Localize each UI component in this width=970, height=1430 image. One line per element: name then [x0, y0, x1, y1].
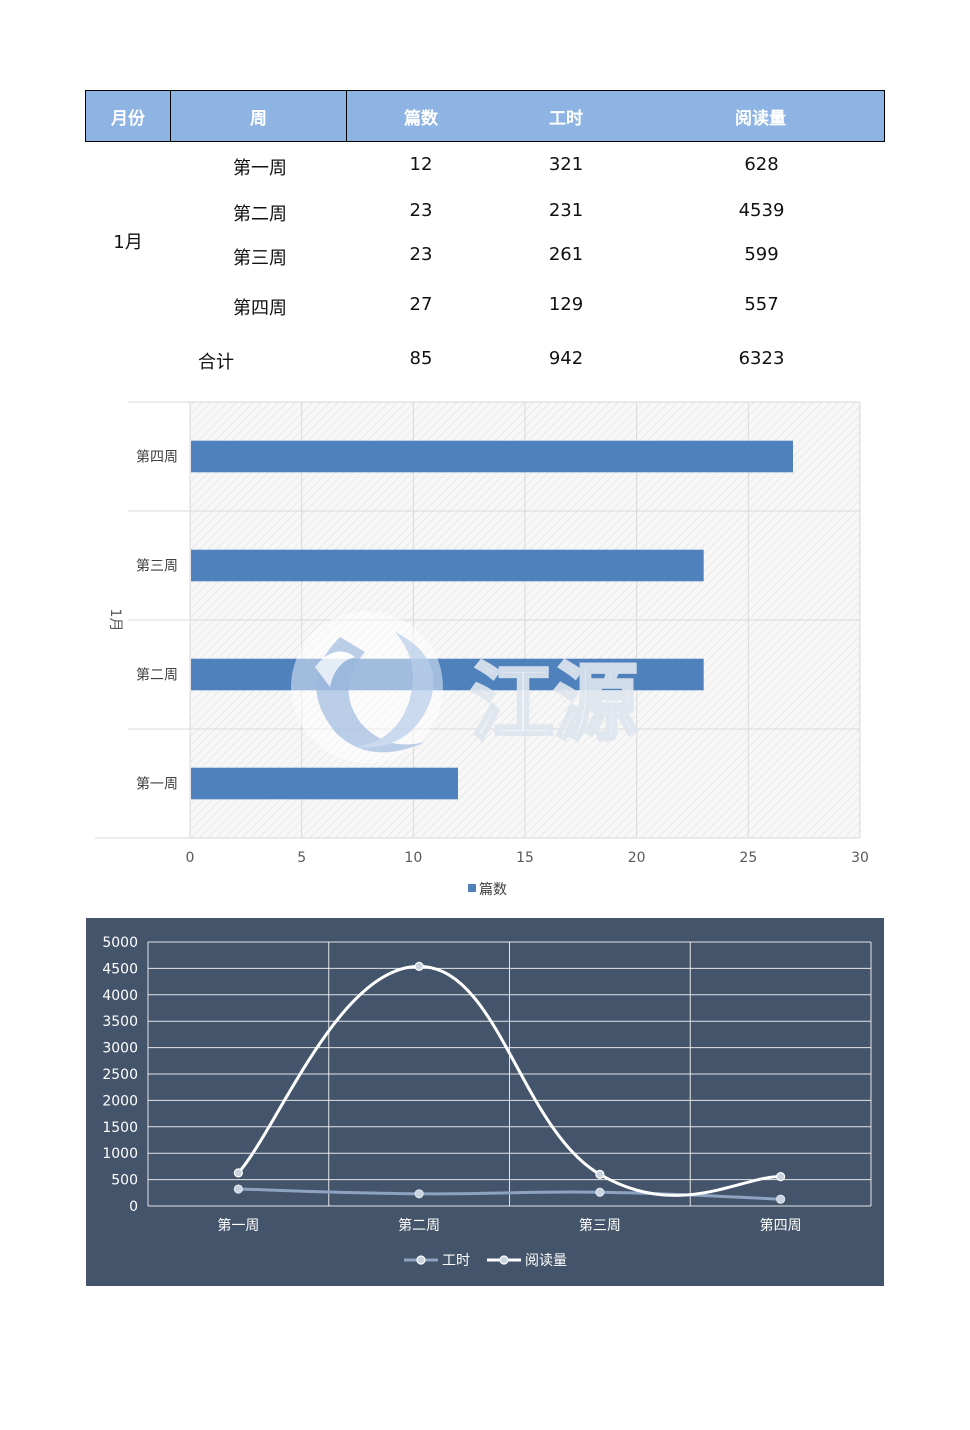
legend-label: 工时 [442, 1253, 470, 1269]
legend-label: 阅读量 [525, 1252, 567, 1269]
y-tick-label: 4500 [102, 961, 138, 977]
x-tick-label: 第四周 [760, 1217, 802, 1234]
x-tick-label: 第三周 [579, 1217, 621, 1234]
header-reads: 阅读量 [637, 90, 885, 142]
table-row-week: 第三周 [233, 248, 287, 269]
legend-swatch [468, 884, 476, 892]
table-row-articles: 23 [409, 244, 433, 265]
table-row-hours: 321 [548, 154, 584, 175]
watermark-text: 江源 [470, 654, 638, 752]
series-line [238, 1187, 781, 1201]
table-row-week: 第二周 [233, 204, 287, 225]
table-row-articles: 27 [409, 294, 433, 315]
data-point [233, 1168, 243, 1178]
y-category-label: 第一周 [136, 776, 178, 793]
table-row-hours: 129 [548, 294, 584, 315]
table-row-articles: 12 [409, 154, 433, 175]
data-point [595, 1187, 605, 1197]
bar [191, 549, 704, 582]
data-point [414, 961, 424, 971]
y-tick-label: 1000 [102, 1146, 138, 1162]
x-tick-label: 30 [851, 850, 869, 866]
x-tick-label: 15 [516, 850, 534, 866]
y-tick-label: 0 [129, 1199, 138, 1215]
legend-label: 篇数 [479, 882, 507, 898]
line-chart: 0 500 1000 1500 2000 2500 3000 3500 4000 4500 5000… [86, 918, 884, 1286]
table-row-reads: 599 [744, 244, 779, 265]
y-category-label: 第二周 [136, 667, 178, 684]
y-category-label: 第三周 [136, 558, 178, 575]
x-tick-label: 20 [628, 850, 646, 866]
watermark-logo [291, 611, 443, 763]
x-tick-label: 5 [297, 850, 306, 866]
y-tick-label: 3500 [102, 1014, 138, 1030]
x-tick-label: 25 [739, 850, 757, 866]
table-row-articles: 23 [409, 200, 433, 221]
month-cell: 1月 [113, 232, 143, 253]
table-row-reads: 557 [744, 294, 779, 315]
header-month: 月份 [85, 90, 171, 142]
bar [191, 440, 793, 473]
total-reads: 6323 [738, 348, 785, 369]
header-hours: 工时 [495, 90, 638, 142]
table-row-week: 第四周 [233, 298, 287, 319]
bar [191, 658, 704, 691]
x-tick-label: 0 [186, 850, 195, 866]
series-line [237, 964, 781, 1197]
table-row-reads: 628 [744, 154, 779, 175]
data-point [776, 1171, 786, 1182]
x-tick-label: 第二周 [398, 1217, 440, 1234]
table-row-hours: 231 [548, 200, 584, 221]
header-week: 周 [170, 90, 347, 142]
y-tick-label: 2000 [102, 1093, 138, 1109]
table-row-week: 第一周 [233, 158, 287, 179]
table-row-hours: 261 [548, 244, 584, 265]
header-articles: 篇数 [346, 90, 496, 142]
legend-marker [499, 1255, 509, 1265]
total-articles: 85 [409, 348, 433, 369]
y-tick-label: 1500 [102, 1120, 138, 1136]
y-category-label: 第四周 [136, 449, 178, 466]
total-hours: 942 [548, 348, 584, 369]
y-tick-label: 3000 [102, 1041, 138, 1057]
line-chart-background [86, 918, 884, 1286]
total-label: 合计 [198, 352, 234, 373]
y-tick-label: 4000 [102, 988, 138, 1004]
data-point [233, 1184, 243, 1194]
x-tick-label: 10 [404, 850, 422, 866]
bar [191, 767, 458, 800]
data-point [414, 1189, 424, 1199]
data-point [776, 1194, 786, 1204]
legend-marker [416, 1255, 426, 1265]
y-tick-label: 500 [111, 1173, 138, 1189]
y-tick-label: 2500 [102, 1067, 138, 1083]
y-tick-label: 5000 [102, 935, 138, 951]
y-group-label: 1月 [107, 609, 123, 632]
table-row-reads: 4539 [738, 200, 785, 221]
data-point [595, 1169, 605, 1179]
x-tick-label: 第一周 [217, 1217, 259, 1234]
